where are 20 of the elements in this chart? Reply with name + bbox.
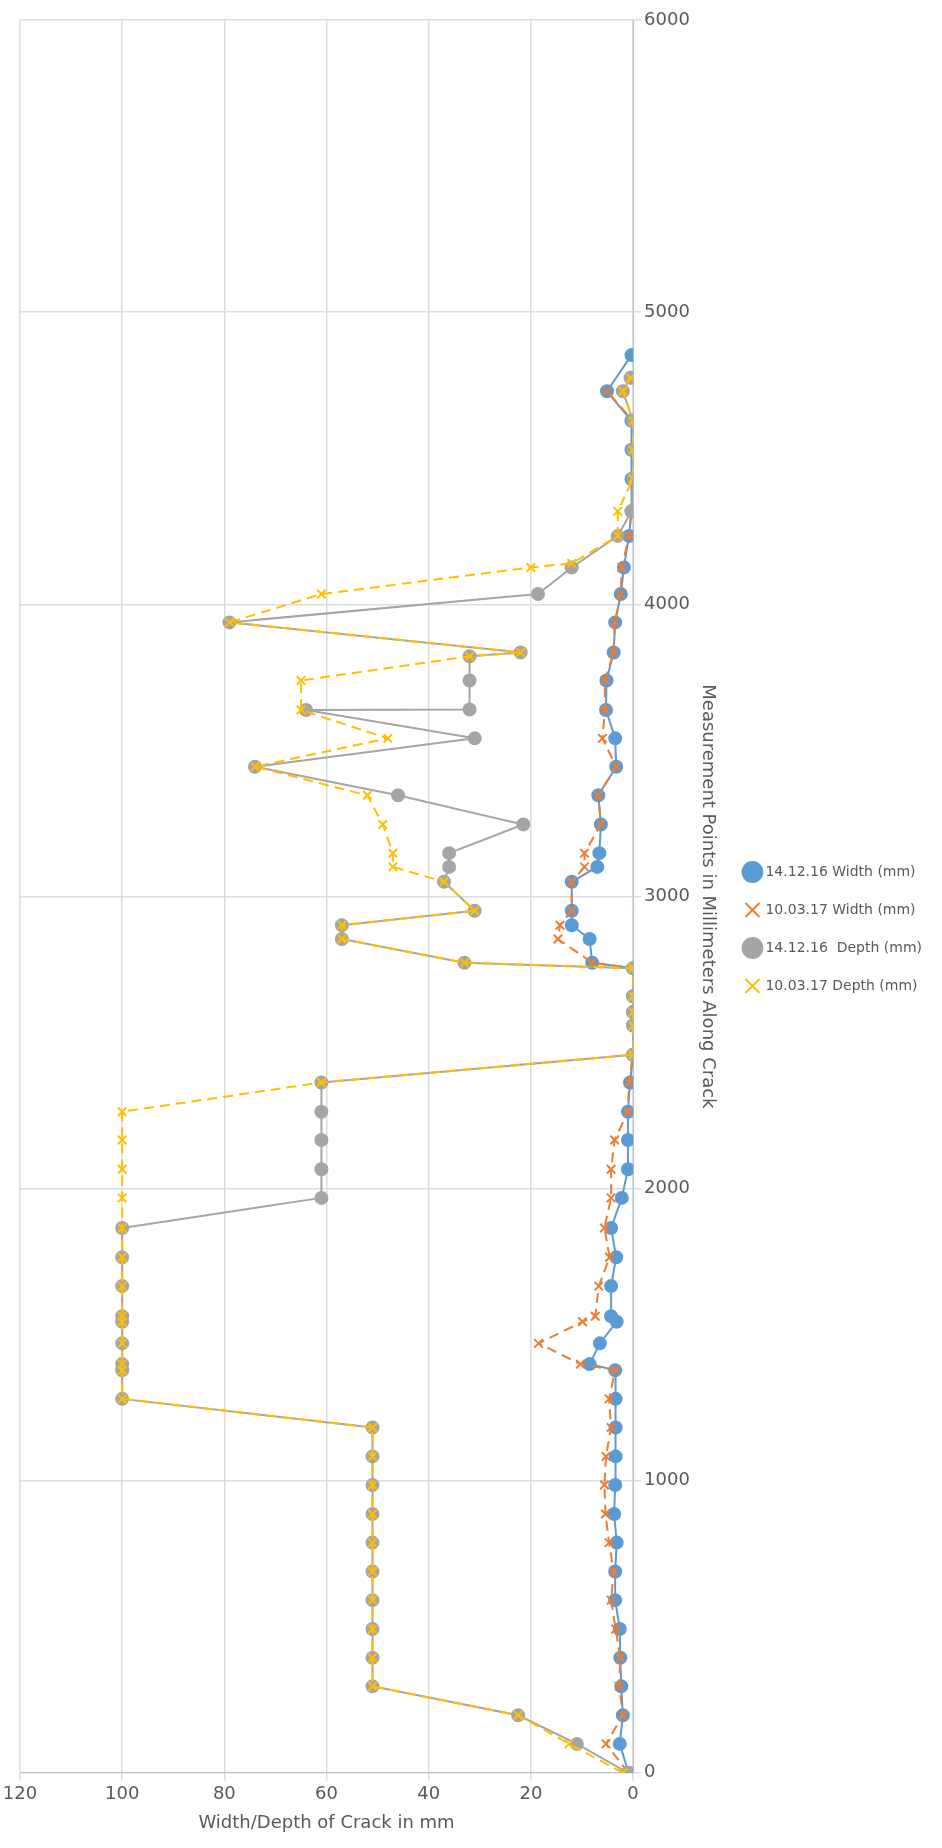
legend-label: 10.03.17 Width (mm) bbox=[765, 900, 916, 917]
y-tick-label: 6000 bbox=[644, 7, 690, 29]
x-tick-label: 120 bbox=[2, 1782, 38, 1804]
y-tick-label: 4000 bbox=[644, 591, 690, 613]
x-tick-label: 0 bbox=[627, 1782, 639, 1804]
x-tick-label: 20 bbox=[519, 1782, 543, 1804]
x-axis-title: Width/Depth of Crack in mm bbox=[198, 1810, 455, 1832]
legend-label: 14.12.16 Depth (mm) bbox=[765, 938, 923, 955]
x-tick-label: 60 bbox=[315, 1782, 338, 1804]
y-tick-label: 5000 bbox=[644, 299, 690, 321]
y-axis-title: Measurement Points in Millimeters Along Crack bbox=[698, 684, 720, 1110]
y-tick-label: 3000 bbox=[644, 884, 690, 906]
y-tick-label: 2000 bbox=[644, 1176, 690, 1198]
y-tick-label: 1000 bbox=[644, 1468, 690, 1490]
x-tick-label: 80 bbox=[212, 1782, 236, 1804]
x-tick-label: 40 bbox=[417, 1782, 441, 1804]
x-tick-label: 100 bbox=[105, 1782, 140, 1804]
y-tick-label: 0 bbox=[644, 1760, 656, 1782]
legend-label: 14.12.16 Width (mm) bbox=[765, 862, 916, 879]
legend-label: 10.03.17 Depth (mm) bbox=[765, 976, 918, 993]
